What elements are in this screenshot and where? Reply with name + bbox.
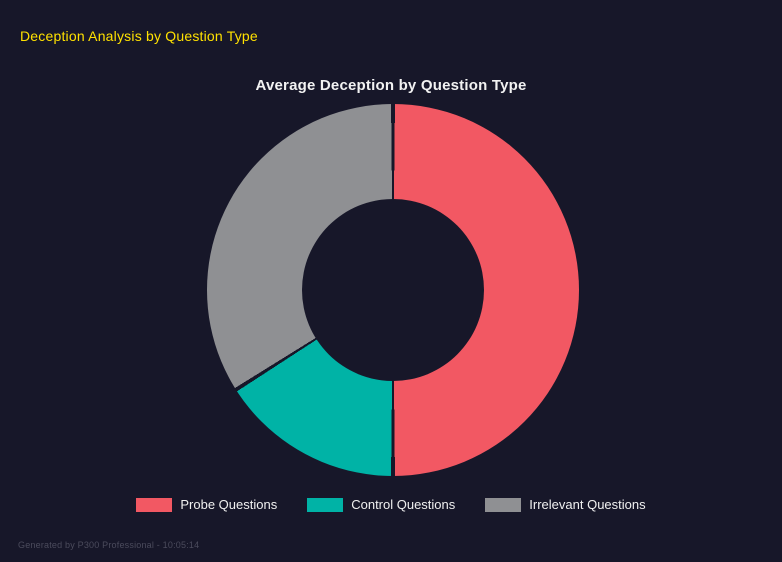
chart-title: Average Deception by Question Type: [255, 77, 527, 94]
legend-item-control[interactable]: Control Questions: [307, 497, 455, 512]
page-title: Deception Analysis by Question Type: [20, 28, 258, 44]
legend-label: Probe Questions: [180, 497, 278, 512]
footer-text: Generated by P300 Professional - 10:05:1…: [18, 540, 200, 550]
legend-swatch: [485, 497, 522, 512]
legend-swatch: [136, 497, 173, 512]
legend-label: Irrelevant Questions: [529, 497, 646, 512]
donut-chart: [207, 104, 579, 476]
legend-item-probe[interactable]: Probe Questions: [136, 497, 277, 512]
donut-hole: [302, 199, 484, 381]
legend-item-irrelevant[interactable]: Irrelevant Questions: [485, 497, 646, 512]
chart-legend: Probe Questions Control Questions Irrele…: [0, 497, 782, 512]
legend-swatch: [307, 497, 344, 512]
legend-label: Control Questions: [351, 497, 456, 512]
